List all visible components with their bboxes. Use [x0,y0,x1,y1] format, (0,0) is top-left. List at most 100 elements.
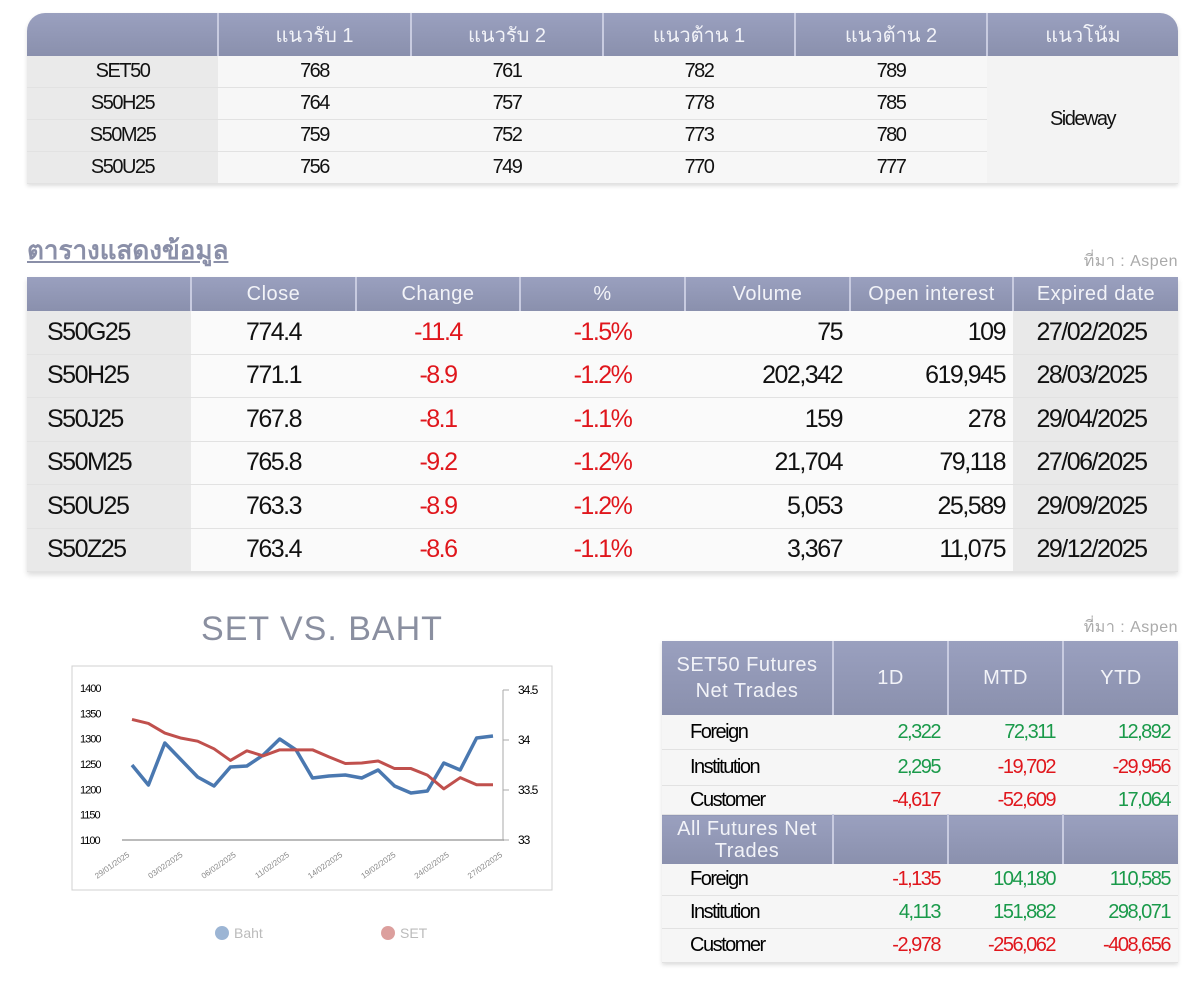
header-trend: แนวโน้ม [986,13,1178,56]
level-value: 768 [218,56,411,88]
header-support-2: แนวรับ 2 [410,13,603,56]
x-tick-label: 14/02/2025 [306,850,344,881]
net-value: 151,882 [948,895,1063,929]
source-label-2: ที่มา : Aspen [1083,619,1178,636]
volume-cell: 3,367 [685,528,850,572]
level-value: 759 [218,119,411,152]
percent-cell: -1.2% [520,354,685,398]
section-title: ตารางแสดงข้อมูล [27,235,229,265]
table-row: S50Z25 763.4 -8.6 -1.1% 3,367 11,075 29/12/202… [27,528,1178,572]
investor-type: Customer [662,785,833,815]
open-interest-cell: 25,589 [850,484,1013,529]
all-futures-header-row: All Futures Net Trades [662,814,1178,864]
header-ytd: YTD [1062,641,1178,715]
left-tick-label: 1250 [80,759,101,771]
column-header: Volume [684,277,850,311]
expired-date-cell: 29/12/2025 [1013,528,1178,572]
right-tick-label: 34.5 [518,683,539,697]
symbol-cell: S50G25 [27,311,191,355]
volume-cell: 21,704 [685,441,850,485]
level-value: 773 [603,119,795,152]
support-resistance-table: แนวรับ 1 แนวรับ 2 แนวต้าน 1 แนวต้าน 2 แน… [27,13,1178,184]
investor-type: Institution [662,749,833,786]
left-tick-label: 1200 [80,784,101,796]
net-value: 298,071 [1063,895,1178,929]
level-value: 770 [603,151,795,184]
legend-marker-set [381,926,395,940]
left-tick-label: 1350 [80,708,101,720]
column-header: Open interest [849,277,1013,311]
change-cell: -11.4 [356,311,520,355]
level-value: 752 [411,119,603,152]
right-tick-label: 33.5 [518,783,539,797]
x-tick-label: 24/02/2025 [413,850,451,881]
futures-data-table: Close Change% Volume Open interest Expired d… [27,277,1178,572]
source-label: ที่มา : Aspen [1083,253,1178,270]
symbol-cell: S50U25 [27,151,218,184]
net-value: 2,295 [833,749,948,786]
level-value: 785 [795,87,987,120]
net-value: 104,180 [948,864,1063,896]
right-tick-label: 33 [518,833,531,847]
net-trade-row: Customer -4,617 -52,609 17,064 [662,785,1178,815]
header-mtd: MTD [947,641,1063,715]
net-value: -1,135 [833,864,948,896]
x-tick-label: 06/02/2025 [200,850,238,881]
expired-date-cell: 29/09/2025 [1013,484,1178,529]
net-value: -2,978 [833,928,948,963]
header-resistance-2: แนวต้าน 2 [794,13,987,56]
x-tick-label: 03/02/2025 [146,850,184,881]
net-value: 72,311 [948,715,1063,750]
expired-date-cell: 27/06/2025 [1013,441,1178,485]
net-value: 110,585 [1063,864,1178,896]
net-value: -52,609 [948,785,1063,815]
header-set50-net-trades: SET50 Futures Net Trades [662,641,833,715]
net-value: -256,062 [948,928,1063,963]
percent-cell: -1.5% [520,311,685,355]
symbol-cell: S50H25 [27,87,218,120]
investor-type: Foreign [662,864,833,896]
symbol-cell: S50H25 [27,354,191,398]
x-tick-label: 19/02/2025 [360,850,398,881]
change-cell: -9.2 [356,441,520,485]
close-cell: 765.8 [191,441,356,485]
left-tick-label: 1300 [80,734,101,746]
symbol-cell: SET50 [27,56,218,88]
column-header: Expired date [1012,277,1178,311]
net-value: -408,656 [1063,928,1178,963]
header-blank [1062,814,1178,864]
column-header: Change [355,277,520,311]
volume-cell: 5,053 [685,484,850,529]
level-row: SET50 768 761 782 789 Sideway [27,56,1178,184]
set-vs-baht-chart: 1400 1350 1300 1250 1200 1150 1100 34.5 34 33.5 33… [71,665,553,941]
level-row: S50M25 759 752 773 780 [27,119,1178,152]
symbol-cell: S50U25 [27,484,191,529]
net-trade-row: Foreign 2,322 72,311 12,892 [662,715,1178,750]
expired-date-cell: 29/04/2025 [1013,397,1178,442]
legend-marker-baht [215,926,229,940]
header-1d: 1D [832,641,948,715]
series-line-baht [130,734,494,795]
left-tick-label: 1100 [80,835,101,847]
change-cell: -8.9 [356,484,520,529]
level-value: 764 [218,87,411,120]
series-line-set [131,717,493,791]
change-cell: -8.6 [356,528,520,572]
x-tick-label: 27/02/2025 [466,850,504,881]
expired-date-cell: 28/03/2025 [1013,354,1178,398]
net-trade-row: Institution 2,295 -19,702 -29,956 [662,749,1178,786]
expired-date-cell: 27/02/2025 [1013,311,1178,355]
level-value: 778 [603,87,795,120]
net-trades-table: SET50 Futures Net Trades 1D MTD YTD Fore… [662,641,1178,963]
net-value: 2,322 [833,715,948,750]
legend-label-baht: Baht [234,925,263,941]
legend-label-set: SET [400,925,428,941]
level-row: S50H25 764 757 778 785 [27,87,1178,120]
column-header [27,277,191,311]
percent-cell: -1.1% [520,528,685,572]
open-interest-cell: 109 [850,311,1013,355]
column-header: % [519,277,685,311]
open-interest-cell: 619,945 [850,354,1013,398]
header-blank [947,814,1063,864]
net-trade-row: Customer -2,978 -256,062 -408,656 [662,928,1178,963]
